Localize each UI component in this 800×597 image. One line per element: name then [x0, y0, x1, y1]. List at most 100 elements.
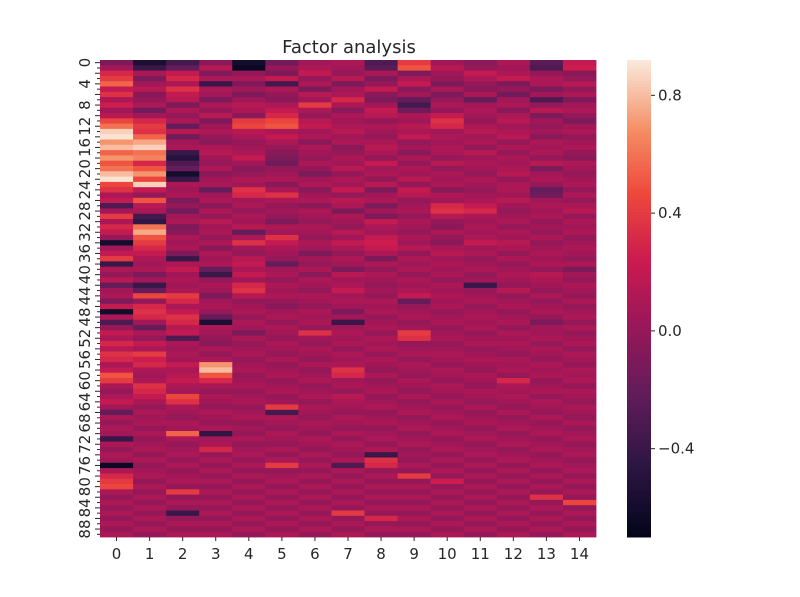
heatmap-cell: [496, 425, 531, 432]
heatmap-cell: [133, 441, 167, 448]
heatmap-cell: [166, 378, 200, 384]
heatmap-cell: [364, 468, 398, 474]
heatmap-cell: [364, 415, 398, 421]
heatmap-cell: [463, 282, 498, 289]
heatmap-cell: [331, 499, 365, 506]
heatmap-cell: [133, 499, 167, 506]
heatmap-cell: [397, 181, 432, 188]
heatmap-cell: [364, 441, 398, 448]
heatmap-cell: [331, 393, 365, 400]
heatmap-cell: [463, 293, 498, 299]
heatmap-cell: [364, 60, 398, 66]
heatmap-cell: [529, 234, 564, 241]
heatmap-cell: [463, 287, 498, 294]
heatmap-cell: [232, 303, 266, 310]
heatmap-cell: [232, 452, 266, 458]
heatmap-cell: [331, 219, 365, 225]
colorbar-segment: [627, 444, 651, 449]
heatmap-cell: [265, 160, 299, 167]
heatmap-cell: [166, 293, 200, 299]
heatmap-cell: [133, 409, 167, 416]
colorbar-segment: [627, 486, 651, 490]
heatmap-cell: [529, 330, 564, 336]
heatmap-cell: [562, 150, 597, 156]
colorbar-segment: [627, 337, 651, 341]
colorbar-segment: [627, 262, 651, 267]
heatmap-cell: [496, 224, 531, 230]
heatmap-cell: [199, 484, 233, 490]
colorbar-segment: [627, 301, 651, 305]
y-tick-label: 0: [76, 58, 94, 68]
heatmap-cell: [166, 282, 200, 289]
x-tick-label: 6: [310, 545, 320, 563]
heatmap-cell: [364, 436, 398, 442]
heatmap-cell: [100, 399, 134, 405]
heatmap-cell: [463, 378, 498, 384]
heatmap-cell: [133, 203, 167, 209]
heatmap-cell: [199, 404, 233, 411]
heatmap-cell: [232, 113, 266, 119]
heatmap-cell: [166, 330, 200, 336]
heatmap-cell: [529, 388, 564, 395]
heatmap-cell: [529, 86, 564, 93]
colorbar-segment: [627, 477, 651, 481]
heatmap-cell: [397, 219, 432, 225]
heatmap-cell: [397, 446, 432, 453]
heatmap-cell: [529, 155, 564, 162]
heatmap-cell: [529, 287, 564, 294]
heatmap-cell: [364, 362, 398, 368]
heatmap-cell: [364, 118, 398, 124]
colorbar-segment: [627, 71, 651, 76]
colorbar-segment: [627, 322, 651, 326]
heatmap-cell: [496, 192, 531, 199]
heatmap-cell: [265, 494, 299, 501]
colorbar-segment: [627, 107, 651, 112]
heatmap-cell: [331, 187, 365, 193]
heatmap-cell: [199, 325, 233, 331]
heatmap-cell: [166, 425, 200, 432]
heatmap-cell: [430, 298, 465, 305]
heatmap-cell: [364, 224, 398, 230]
heatmap-cell: [562, 187, 597, 193]
heatmap-cell: [232, 166, 266, 172]
heatmap-cell: [331, 478, 365, 485]
heatmap-cell: [496, 197, 531, 204]
heatmap-cell: [331, 319, 365, 326]
heatmap-cell: [166, 383, 200, 389]
colorbar-segment: [627, 77, 651, 82]
heatmap-cell: [562, 86, 597, 93]
heatmap-cell: [430, 309, 465, 315]
heatmap-cell: [133, 303, 167, 310]
heatmap-cell: [529, 107, 564, 114]
heatmap-cell: [331, 452, 365, 458]
heatmap-cell: [133, 314, 167, 321]
heatmap-cell: [331, 102, 365, 109]
heatmap-cell: [298, 272, 332, 278]
heatmap-cell: [364, 65, 398, 71]
heatmap-cell: [397, 473, 432, 480]
heatmap-cell: [397, 431, 432, 437]
heatmap-cell: [430, 213, 465, 220]
colorbar-segment: [627, 387, 651, 392]
heatmap-cell: [397, 367, 432, 374]
heatmap-cell: [496, 325, 531, 331]
heatmap-cell: [100, 144, 134, 151]
heatmap-cell: [331, 330, 365, 336]
heatmap-cell: [496, 160, 531, 167]
heatmap-cell: [463, 75, 498, 82]
heatmap-cell: [529, 473, 564, 480]
heatmap-cell: [397, 144, 432, 151]
colorbar-segment: [627, 426, 651, 431]
colorbar-segment: [627, 468, 651, 472]
colorbar-segment: [627, 223, 651, 228]
heatmap-cell: [463, 107, 498, 114]
x-tick-label: 9: [409, 545, 419, 563]
heatmap-cell: [331, 325, 365, 331]
heatmap-cell: [232, 409, 266, 416]
heatmap-cell: [298, 171, 332, 177]
heatmap-cell: [364, 128, 398, 135]
heatmap-cell: [199, 446, 233, 453]
heatmap-cell: [166, 515, 200, 522]
heatmap-cell: [100, 171, 134, 177]
heatmap-cell: [199, 113, 233, 119]
